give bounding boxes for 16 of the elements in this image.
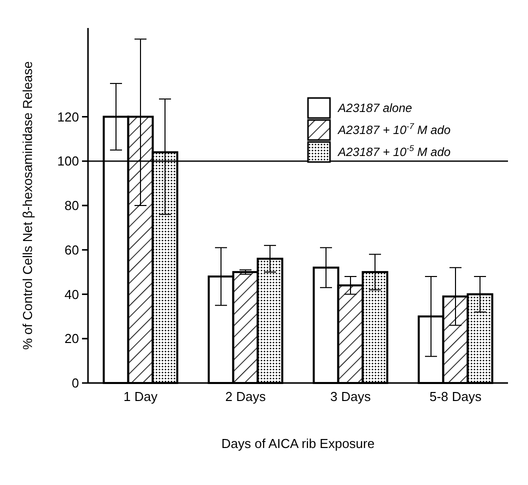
y-tick-label: 60 (64, 242, 79, 258)
legend-label: A23187 + 10$^{-7}$ M ado (337, 121, 451, 137)
x-tick-label: 3 Days (330, 389, 372, 404)
legend-label: A23187 + 10$^{-5}$ M ado (337, 143, 451, 159)
x-tick-label: 1 Day (124, 389, 158, 404)
x-axis-title: Days of AICA rib Exposure (221, 436, 375, 451)
y-tick-label: 80 (64, 198, 79, 214)
legend-label: A23187 alone (337, 101, 412, 115)
x-tick-label: 2 Days (225, 389, 266, 404)
y-tick-label: 20 (64, 331, 79, 346)
y-tick-label: 100 (57, 154, 79, 169)
y-tick-label: 120 (57, 109, 79, 124)
y-tick-label: 40 (64, 286, 79, 302)
x-tick-label: 5-8 Days (429, 389, 482, 404)
y-tick-label: 0 (72, 376, 79, 391)
y-axis-title: % of Control Cells Net β-hexosaminidase Release (20, 61, 35, 350)
